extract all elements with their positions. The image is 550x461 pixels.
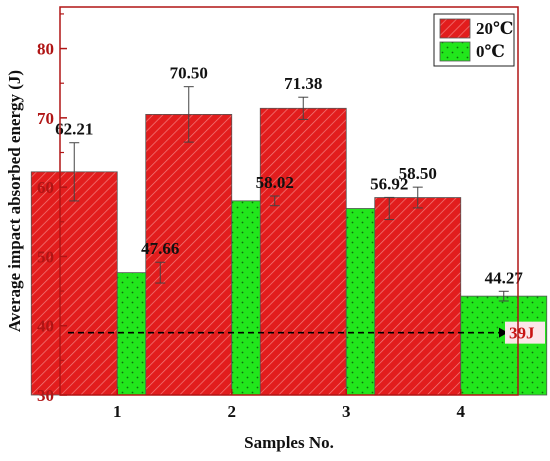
error-bars-layer bbox=[69, 86, 509, 302]
legend-swatch-20c bbox=[439, 18, 471, 39]
bar-20c-sample-4 bbox=[374, 197, 462, 396]
y-axis-title: Average impact absorbed energy (J) bbox=[5, 70, 24, 332]
error-bar-0c-sample-2 bbox=[269, 195, 280, 207]
error-bar-20c-sample-2 bbox=[183, 86, 194, 143]
y-tick-label-60: 60 bbox=[37, 178, 54, 197]
reference-label-bg bbox=[505, 321, 545, 344]
legend-swatch-0c bbox=[439, 41, 471, 62]
y-tick-label-30: 30 bbox=[37, 386, 54, 405]
bar-20c-sample-2 bbox=[145, 113, 233, 396]
x-tick-label-4: 4 bbox=[457, 402, 466, 421]
x-axis: 1 2 3 4 bbox=[113, 389, 466, 421]
data-label-20c-sample-3: 71.38 bbox=[284, 74, 322, 93]
legend-label-0c: 0℃ bbox=[476, 42, 505, 61]
y-axis: 30 40 50 60 70 80 bbox=[37, 13, 67, 405]
x-axis-title: Samples No. bbox=[244, 433, 334, 452]
y-tick-label-50: 50 bbox=[37, 247, 54, 266]
reference-line-layer: 39J bbox=[68, 321, 545, 344]
x-tick-label-2: 2 bbox=[228, 402, 237, 421]
data-label-0c-sample-1: 47.66 bbox=[141, 239, 179, 258]
plot-frame bbox=[59, 6, 519, 396]
error-bar-0c-sample-4 bbox=[498, 290, 509, 302]
error-bar-0c-sample-1 bbox=[155, 261, 166, 284]
y-tick-label-70: 70 bbox=[37, 109, 54, 128]
data-label-0c-sample-4: 44.27 bbox=[485, 268, 524, 287]
bar-0c-sample-4 bbox=[460, 295, 548, 396]
y-tick-label-40: 40 bbox=[37, 317, 54, 336]
bars-layer bbox=[30, 107, 548, 396]
x-tick-label-3: 3 bbox=[342, 402, 351, 421]
data-label-20c-sample-1: 62.21 bbox=[55, 120, 93, 139]
bar-20c-sample-1 bbox=[30, 171, 118, 396]
data-label-20c-sample-4: 58.50 bbox=[399, 164, 437, 183]
data-label-0c-sample-3: 56.92 bbox=[370, 174, 408, 193]
y-tick-label-80: 80 bbox=[37, 40, 54, 59]
error-bar-20c-sample-1 bbox=[69, 142, 80, 202]
data-label-0c-sample-2: 58.02 bbox=[256, 173, 294, 192]
legend: 20℃0℃ bbox=[433, 13, 515, 67]
reference-arrow-icon bbox=[499, 327, 508, 338]
x-tick-label-1: 1 bbox=[113, 402, 122, 421]
reference-label: 39J bbox=[509, 324, 535, 343]
error-bar-20c-sample-4 bbox=[412, 186, 423, 209]
bar-20c-sample-3 bbox=[259, 107, 347, 396]
error-bar-20c-sample-3 bbox=[298, 96, 309, 120]
legend-label-20c: 20℃ bbox=[476, 19, 513, 38]
error-bar-0c-sample-3 bbox=[384, 196, 395, 221]
data-label-20c-sample-2: 70.50 bbox=[170, 64, 208, 83]
